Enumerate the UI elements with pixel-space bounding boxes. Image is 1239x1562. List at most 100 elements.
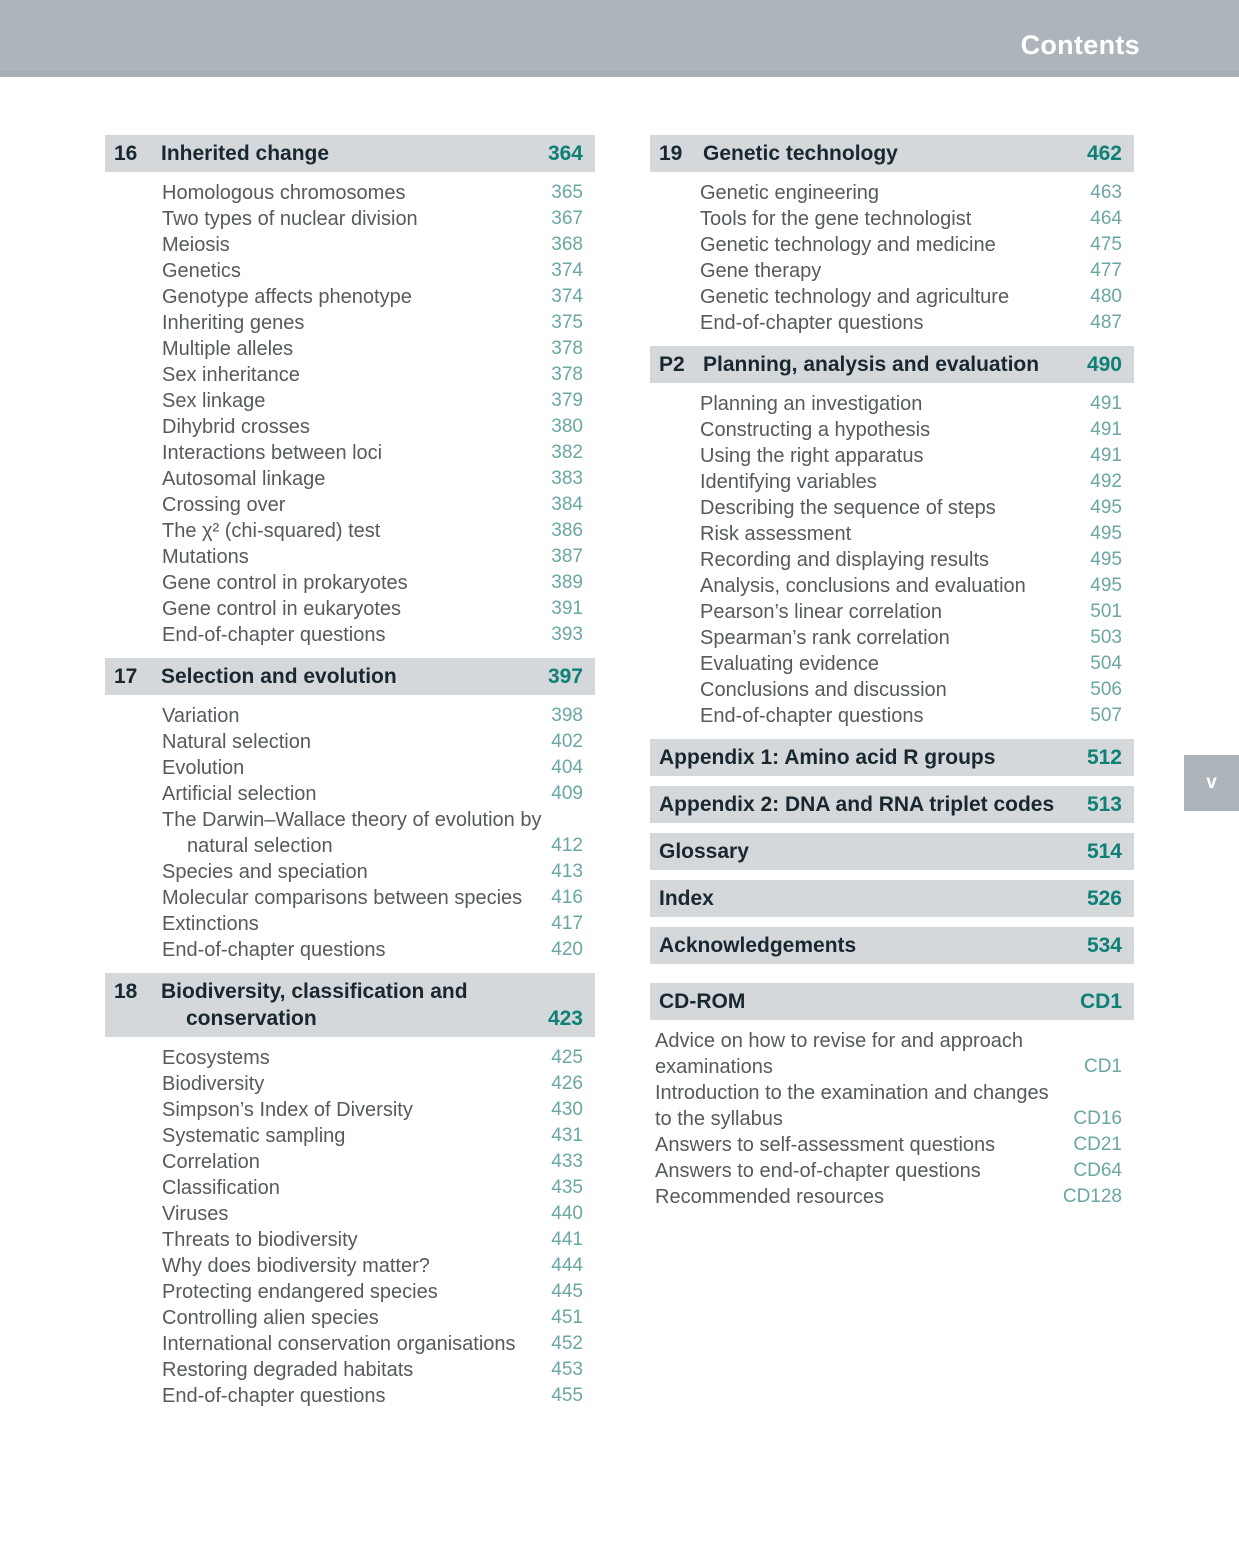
toc-entry-label-line: End-of-chapter questions [700,312,924,334]
toc-entry-label: Classification [105,1175,543,1201]
toc-entry-label: Describing the sequence of steps [650,495,1082,521]
toc-entry-page-number: 375 [551,312,583,333]
toc-entry-label-line: Planning an investigation [700,393,923,415]
section-entries: Variation 398 Natural selection 402 Evolutio… [105,703,595,963]
toc-entry-label: Threats to biodiversity [105,1227,543,1253]
toc-entry-page-number: 389 [551,572,583,593]
toc-entry-page-number: 393 [551,624,583,645]
toc-entry-page-number: 495 [1090,575,1122,596]
toc-entry-label: Multiple alleles [105,336,543,362]
toc-entry-page-number: 409 [551,783,583,804]
toc-entry-page-number: 404 [551,757,583,778]
toc-entry-label-line: Variation [162,705,240,727]
toc-entry-label: Ecosystems [105,1045,543,1071]
toc-entry-page-number: 368 [551,234,583,255]
section-entries: Homologous chromosomes 365 Two types of nu… [105,180,595,648]
toc-entry-label: Dihybrid crosses [105,414,543,440]
section-page-number: 490 [1086,353,1122,376]
toc-entry: End-of-chapter questions 420 [105,937,595,963]
toc-entry-label-line: Conclusions and discussion [700,679,947,701]
toc-entry: Artificial selection 409 [105,781,595,807]
toc-entry-label-line: Recommended resources [655,1186,884,1208]
toc-entry-page-number: 441 [551,1229,583,1250]
toc-entry: International conservation organisations… [105,1331,595,1357]
toc-entry: Recording and displaying results 495 [650,547,1134,573]
toc-entry-label-line: End-of-chapter questions [700,705,924,727]
toc-entry-label-line: Advice on how to revise for and approach [655,1030,1023,1052]
toc-entry-label-line: Ecosystems [162,1047,270,1069]
toc-entry: Recommended resources CD128 [650,1184,1134,1210]
header-bar: Contents [0,0,1239,77]
toc-entry-page-number: 433 [551,1151,583,1172]
toc-entry-label: Gene control in eukaryotes [105,596,543,622]
toc-section: 19 Genetic technology 462 Genetic engineeri… [650,135,1134,336]
toc-section: 18 Biodiversity, classification and conser… [105,973,595,1409]
toc-entry-label-line: Genetic technology and medicine [700,234,996,256]
toc-entry-label: Correlation [105,1149,543,1175]
toc-entry-label-line: Natural selection [162,731,311,753]
toc-entry-page-number: 391 [551,598,583,619]
toc-entry-label-line: Answers to self-assessment questions [655,1134,996,1156]
toc-entry: Describing the sequence of steps 495 [650,495,1134,521]
toc-entry: Threats to biodiversity 441 [105,1227,595,1253]
toc-entry: Restoring degraded habitats 453 [105,1357,595,1383]
toc-entry-page-number: 480 [1090,286,1122,307]
toc-entry-label: Answers to end-of-chapter questions [650,1158,1065,1184]
section-header: 17 Selection and evolution 397 [105,658,595,695]
toc-entry: Mutations 387 [105,544,595,570]
toc-entry-label: Sex linkage [105,388,543,414]
toc-entry-page-number: 374 [551,260,583,281]
toc-section: 16 Inherited change 364 Homologous chromoso… [105,135,595,648]
toc-entry: Homologous chromosomes 365 [105,180,595,206]
toc-entry-label-line: End-of-chapter questions [162,624,386,646]
toc-entry-label-line: Interactions between loci [162,442,383,464]
toc-entry-label-line: Tools for the gene technologist [700,208,972,230]
section-title: Index [659,885,1079,912]
toc-entry-label-line: Crossing over [162,494,286,516]
toc-entry-label-line: Describing the sequence of steps [700,497,996,519]
section-header: 18 Biodiversity, classification and conser… [105,973,595,1037]
toc-entry-label-line: Evaluating evidence [700,653,880,675]
toc-entry-page-number: 492 [1090,471,1122,492]
toc-entry-page-number: CD21 [1073,1134,1122,1155]
toc-entry: The χ² (chi-squared) test 386 [105,518,595,544]
page-number: v [1206,772,1217,793]
page-title: Contents [1020,30,1140,60]
toc-entry: Pearson’s linear correlation 501 [650,599,1134,625]
section-title: Glossary [659,838,1079,865]
toc-entry-label-line: Extinctions [162,913,259,935]
toc-entry-label: Controlling alien species [105,1305,543,1331]
toc-entry: Evolution 404 [105,755,595,781]
section-title-line: Selection and evolution [161,665,397,688]
toc-entry-label-line: Species and speciation [162,861,368,883]
toc-entry: Gene control in prokaryotes 389 [105,570,595,596]
toc-entry-label: Risk assessment [650,521,1082,547]
section-number: 16 [114,142,138,165]
toc-entry: Two types of nuclear division 367 [105,206,595,232]
toc-entry-label-line: Genetic engineering [700,182,880,204]
toc-entry-label: Two types of nuclear division [105,206,543,232]
section-entries: Advice on how to revise for and approach… [650,1028,1134,1210]
toc-entry-label-line: Sex linkage [162,390,266,412]
toc-entry-page-number: 503 [1090,627,1122,648]
toc-entry-page-number: 383 [551,468,583,489]
section-number: 19 [659,142,683,165]
toc-entry-label: End-of-chapter questions [650,703,1082,729]
section-title: Appendix 2: DNA and RNA triplet codes [659,791,1079,818]
toc-entry: Analysis, conclusions and evaluation 495 [650,573,1134,599]
toc-entry-page-number: 444 [551,1255,583,1276]
toc-entry-label: Spearman’s rank correlation [650,625,1082,651]
toc-entry-page-number: 367 [551,208,583,229]
section-title-line: Index [659,887,714,910]
toc-entry-label: Variation [105,703,543,729]
toc-entry-label: Protecting endangered species [105,1279,543,1305]
section-number: 18 [114,980,138,1003]
section-title-line: Acknowledgements [659,934,857,957]
toc-entry: Risk assessment 495 [650,521,1134,547]
toc-entry: End-of-chapter questions 507 [650,703,1134,729]
toc-entry: Molecular comparisons between species 416 [105,885,595,911]
section-page-number: 512 [1086,746,1122,769]
toc-column-right: 19 Genetic technology 462 Genetic engineeri… [650,135,1134,1220]
toc-entry-label-line: Dihybrid crosses [162,416,310,438]
section-header: Acknowledgements 534 [650,927,1134,964]
